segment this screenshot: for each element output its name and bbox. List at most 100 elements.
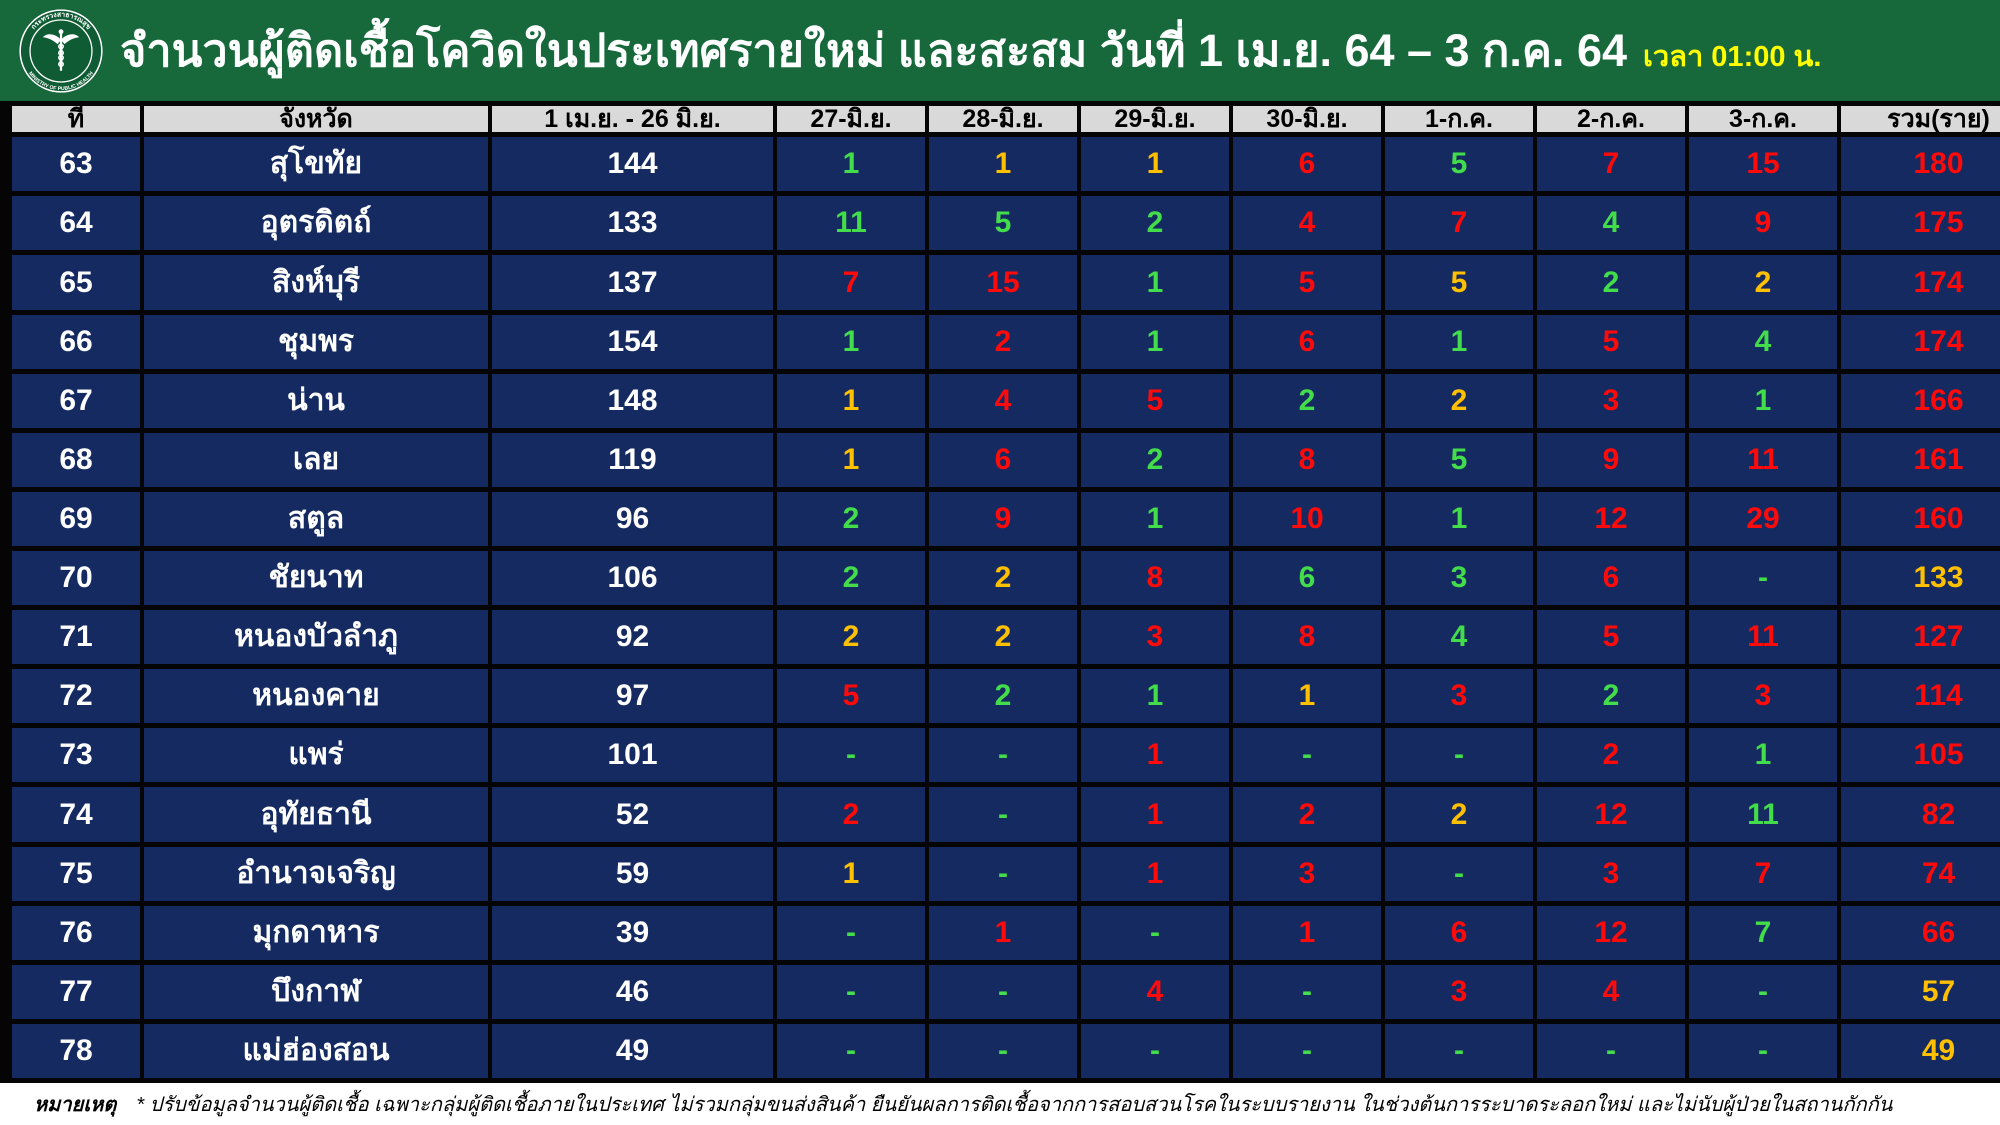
row-number-cell: 76 <box>12 905 140 960</box>
daily-cases-cell-4: - <box>1385 1023 1533 1078</box>
table-row: 69 สตูล 96 2 9 1 10 1 12 29 160 <box>12 491 2000 547</box>
period-total-cell: 154 <box>492 314 773 369</box>
table-row: 68 เลย 119 1 6 2 8 5 9 11 161 <box>12 432 2000 487</box>
column-header-1: จังหวัด <box>144 106 488 132</box>
column-header-0: ที่ <box>12 106 140 132</box>
table-body: 63 สุโขทัย 144 1 1 1 6 5 7 15 180 64 อุตรดิตถ์ 133 11 5… <box>12 137 2000 1078</box>
daily-cases-cell-2: 1 <box>1081 669 1229 724</box>
daily-cases-cell-0: 1 <box>777 373 925 428</box>
caduceus-icon <box>42 28 80 71</box>
daily-cases-cell-6: 9 <box>1689 196 1837 251</box>
daily-cases-cell-0: - <box>777 1023 925 1078</box>
daily-cases-cell-3: 8 <box>1233 610 1381 665</box>
ministry-of-public-health-logo-icon: กระทรวงสาธารณสุข MINISTRY OF PUBLIC HEAL… <box>18 8 104 93</box>
daily-cases-cell-5: 7 <box>1537 137 1685 192</box>
row-total-cell: 57 <box>1841 964 2000 1019</box>
covid-cases-table: ที่ จังหวัด 1 เม.ย. - 26 มิ.ย. 27-มิ.ย. 28-ม… <box>8 101 2000 1083</box>
period-total-cell: 137 <box>492 255 773 310</box>
daily-cases-cell-1: 1 <box>929 905 1077 960</box>
row-total-cell: 74 <box>1841 846 2000 901</box>
period-total-cell: 49 <box>492 1023 773 1078</box>
daily-cases-cell-1: 1 <box>929 137 1077 192</box>
column-header-2: 1 เม.ย. - 26 มิ.ย. <box>492 106 773 132</box>
row-number-cell: 69 <box>12 491 140 547</box>
province-cell: มุกดาหาร <box>144 905 488 960</box>
row-number-cell: 68 <box>12 432 140 487</box>
row-total-cell: 114 <box>1841 669 2000 724</box>
table-row: 65 สิงห์บุรี 137 7 15 1 5 5 2 2 174 <box>12 255 2000 310</box>
daily-cases-cell-1: 2 <box>929 551 1077 606</box>
daily-cases-cell-2: 1 <box>1081 787 1229 842</box>
daily-cases-cell-3: 10 <box>1233 491 1381 547</box>
report-time: เวลา 01:00 น. <box>1643 41 1822 73</box>
period-total-cell: 39 <box>492 905 773 960</box>
row-number-cell: 65 <box>12 255 140 310</box>
table-row: 76 มุกดาหาร 39-1-1 6 12 7 66 <box>12 905 2000 960</box>
row-number-cell: 78 <box>12 1023 140 1078</box>
daily-cases-cell-0: 2 <box>777 787 925 842</box>
daily-cases-cell-3: 3 <box>1233 846 1381 901</box>
daily-cases-cell-4: 3 <box>1385 669 1533 724</box>
row-total-cell: 175 <box>1841 196 2000 251</box>
row-total-cell: 161 <box>1841 432 2000 487</box>
row-total-cell: 105 <box>1841 728 2000 783</box>
daily-cases-cell-6: 1 <box>1689 373 1837 428</box>
row-total-cell: 160 <box>1841 491 2000 547</box>
daily-cases-cell-3: 1 <box>1233 905 1381 960</box>
daily-cases-cell-1: 5 <box>929 196 1077 251</box>
daily-cases-cell-5: 4 <box>1537 196 1685 251</box>
column-header-4: 28-มิ.ย. <box>929 106 1077 132</box>
daily-cases-cell-1: 6 <box>929 432 1077 487</box>
column-header-3: 27-มิ.ย. <box>777 106 925 132</box>
daily-cases-cell-6: 3 <box>1689 669 1837 724</box>
province-cell: อุทัยธานี <box>144 787 488 842</box>
daily-cases-cell-2: 1 <box>1081 314 1229 369</box>
table-row: 77 บึงกาฬ 46- -4-3 4-57 <box>12 964 2000 1019</box>
daily-cases-cell-1: 2 <box>929 610 1077 665</box>
row-number-cell: 64 <box>12 196 140 251</box>
daily-cases-cell-3: - <box>1233 964 1381 1019</box>
row-number-cell: 75 <box>12 846 140 901</box>
daily-cases-cell-5: 12 <box>1537 905 1685 960</box>
daily-cases-cell-3: - <box>1233 1023 1381 1078</box>
footnote-label: หมายเหตุ <box>34 1094 117 1116</box>
table-row: 67 น่าน 148 1 4 5 2 2 3 1 166 <box>12 373 2000 428</box>
province-cell: บึงกาฬ <box>144 964 488 1019</box>
row-total-cell: 174 <box>1841 314 2000 369</box>
table-row: 72 หนองคาย 97 5 2 1 1 3 2 3 114 <box>12 669 2000 724</box>
period-total-cell: 96 <box>492 491 773 547</box>
daily-cases-cell-3: 2 <box>1233 787 1381 842</box>
daily-cases-cell-5: 9 <box>1537 432 1685 487</box>
daily-cases-cell-1: - <box>929 846 1077 901</box>
daily-cases-cell-1: - <box>929 964 1077 1019</box>
province-cell: สิงห์บุรี <box>144 255 488 310</box>
daily-cases-cell-3: 6 <box>1233 551 1381 606</box>
daily-cases-cell-5: 12 <box>1537 491 1685 547</box>
row-total-cell: 180 <box>1841 137 2000 192</box>
daily-cases-cell-5: 2 <box>1537 255 1685 310</box>
row-total-cell: 174 <box>1841 255 2000 310</box>
period-total-cell: 119 <box>492 432 773 487</box>
daily-cases-cell-4: 2 <box>1385 787 1533 842</box>
period-total-cell: 148 <box>492 373 773 428</box>
daily-cases-cell-5: 5 <box>1537 610 1685 665</box>
daily-cases-cell-1: - <box>929 1023 1077 1078</box>
daily-cases-cell-6: - <box>1689 551 1837 606</box>
daily-cases-cell-1: 2 <box>929 314 1077 369</box>
daily-cases-cell-0: 7 <box>777 255 925 310</box>
province-cell: ชุมพร <box>144 314 488 369</box>
daily-cases-cell-6: 11 <box>1689 787 1837 842</box>
daily-cases-cell-6: 1 <box>1689 728 1837 783</box>
daily-cases-cell-0: 2 <box>777 491 925 547</box>
daily-cases-cell-1: - <box>929 787 1077 842</box>
daily-cases-cell-4: 4 <box>1385 610 1533 665</box>
daily-cases-cell-6: 11 <box>1689 610 1837 665</box>
daily-cases-cell-3: - <box>1233 728 1381 783</box>
period-total-cell: 133 <box>492 196 773 251</box>
daily-cases-cell-4: 5 <box>1385 137 1533 192</box>
row-total-cell: 166 <box>1841 373 2000 428</box>
period-total-cell: 52 <box>492 787 773 842</box>
daily-cases-cell-0: 1 <box>777 846 925 901</box>
daily-cases-cell-4: - <box>1385 728 1533 783</box>
daily-cases-cell-4: 7 <box>1385 196 1533 251</box>
